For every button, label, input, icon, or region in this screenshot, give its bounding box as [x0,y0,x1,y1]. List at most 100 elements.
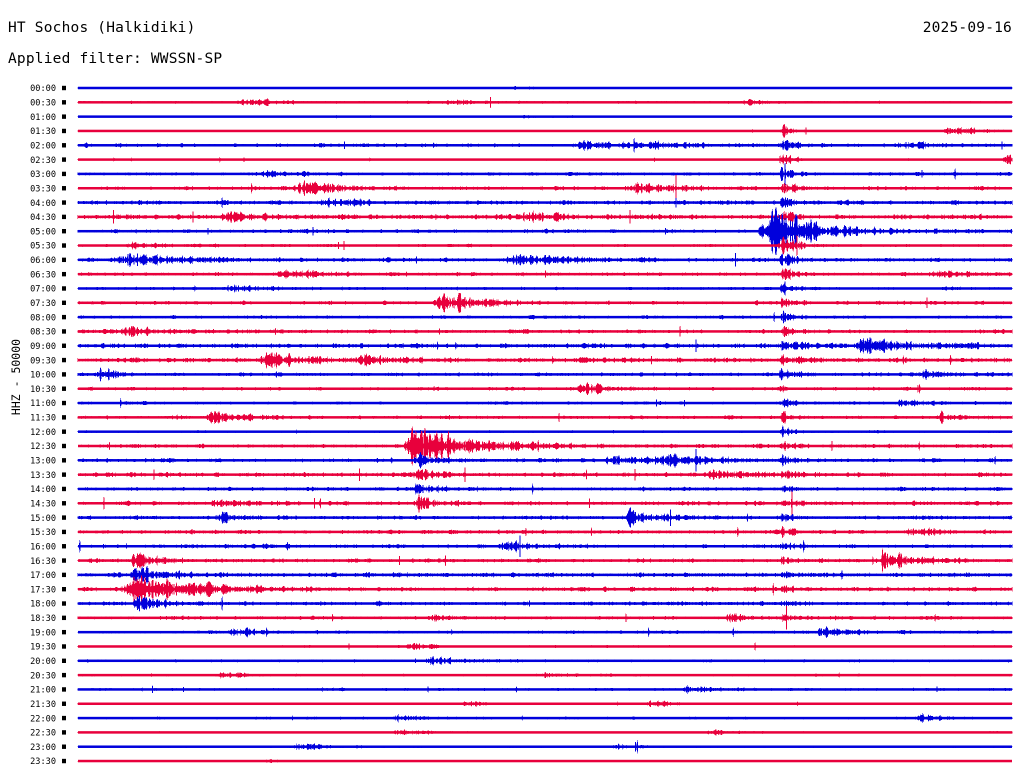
time-axis-label: 09:30 [30,356,56,366]
time-axis-label: 08:30 [30,328,56,338]
trace-baseline [78,702,1012,706]
axis-tick [62,257,66,263]
trace-baseline [78,258,1012,262]
axis-tick-layer [62,85,66,764]
axis-tick [62,615,66,621]
trace-baseline [78,315,1012,319]
time-axis-label: 19:00 [30,628,56,638]
axis-tick [62,587,66,592]
time-axis-label: 09:00 [30,342,56,352]
time-axis-label: 15:00 [30,514,56,524]
time-axis-label: 15:30 [30,528,56,538]
axis-tick [62,701,66,706]
time-axis-label: 21:00 [30,686,56,696]
trace-baseline [78,716,1012,720]
station-title: HT Sochos (Halkidiki) [8,20,196,36]
trace-baseline [78,272,1012,276]
trace-baseline [78,373,1012,376]
trace-baseline [78,559,1012,562]
axis-tick [62,486,66,492]
trace-baseline [78,473,1012,476]
trace-baseline [78,573,1012,577]
time-axis-label: 17:30 [30,585,56,595]
trace-baseline [78,688,1012,691]
time-axis-label: 11:00 [30,399,56,409]
axis-tick [62,629,66,635]
time-axis-label: 12:30 [30,442,56,452]
axis-tick [62,157,66,162]
time-axis-label: 21:30 [30,700,56,710]
axis-tick [62,243,66,248]
trace-baseline [78,416,1012,419]
time-axis-label: 16:00 [30,542,56,552]
time-axis-label: 16:30 [30,557,56,567]
time-axis-label: 23:30 [30,757,56,767]
time-axis-label: 13:00 [30,457,56,467]
trace-baseline [78,301,1012,305]
trace-baseline [78,430,1012,433]
axis-tick [62,572,66,578]
time-axis-label: 00:00 [30,84,56,94]
time-axis-label: 00:30 [30,99,56,109]
axis-tick [62,672,66,678]
axis-tick [62,271,66,277]
trace-baseline [78,673,1012,677]
axis-tick [62,85,66,91]
axis-tick [62,400,66,406]
time-axis-label: 18:00 [30,600,56,610]
time-axis-label: 22:30 [30,729,56,739]
trace-baseline [78,129,1012,133]
axis-tick [62,715,66,721]
time-axis-label: 05:30 [30,242,56,252]
time-axis-label: 14:00 [30,485,56,495]
trace-baseline [78,544,1012,548]
time-axis-label: 22:00 [30,714,56,724]
trace-baseline [78,358,1012,362]
time-axis-label: 01:00 [30,113,56,123]
time-axis-label: 03:30 [30,184,56,194]
axis-tick [62,128,66,134]
trace-baseline [78,516,1012,519]
axis-tick [62,744,66,749]
time-axis-label: 01:30 [30,127,56,137]
trace-baseline [78,487,1012,491]
trace-baseline [78,602,1012,605]
axis-tick [62,329,66,334]
trace-baseline [78,115,1012,118]
axis-tick [62,558,66,563]
axis-tick [62,544,66,549]
time-axis-label: 08:00 [30,313,56,323]
axis-tick [62,229,66,234]
trace-baseline [78,287,1012,290]
trace-baseline [78,645,1012,648]
axis-tick [62,314,66,320]
trace-baseline [78,731,1012,734]
trace-baseline [78,401,1012,405]
trace-baseline [78,101,1012,104]
time-label-layer: 00:00 00:30 01:00 01:30 02:00 02:30 03:00 03:30… [30,84,56,767]
time-axis-label: 06:30 [30,270,56,280]
trace-baseline [78,616,1012,620]
axis-tick [62,143,66,148]
trace-baseline [78,86,1012,90]
time-axis-label: 04:30 [30,213,56,223]
time-axis-label: 02:30 [30,156,56,166]
axis-tick [62,687,66,692]
axis-tick [62,515,66,520]
time-axis-label: 02:00 [30,141,56,151]
axis-tick [62,300,66,305]
trace-baseline [78,759,1012,763]
axis-tick [62,200,66,205]
trace-baseline [78,229,1012,233]
trace-baseline [78,344,1012,348]
trace-baseline [78,659,1012,663]
time-axis-label: 07:30 [30,299,56,309]
time-axis-label: 20:30 [30,671,56,681]
axis-tick [62,100,66,105]
axis-tick [62,214,66,220]
axis-tick [62,458,66,463]
axis-tick [62,343,66,348]
trace-baseline [78,172,1012,176]
